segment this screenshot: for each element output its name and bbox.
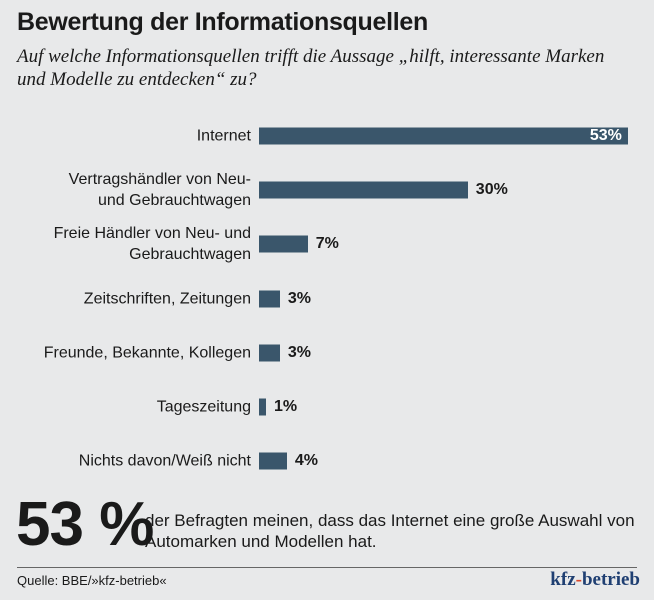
value-label: 1% xyxy=(273,398,298,415)
bar xyxy=(259,235,308,253)
divider xyxy=(17,567,637,568)
category-label: Zeitschriften, Zeitungen xyxy=(83,290,251,308)
value-label: 7% xyxy=(315,235,339,253)
chart-subtitle: Auf welche Informationsquellen trifft di… xyxy=(17,46,605,90)
category-label: Tageszeitung xyxy=(156,398,251,416)
category-label: Vertragshändler von Neu- und Gebrauchtwa… xyxy=(68,171,251,210)
highlight-number: 53 % xyxy=(16,490,154,559)
value-label: 3% xyxy=(287,343,311,361)
source-note: Quelle: BBE/»kfz-betrieb« xyxy=(17,573,167,588)
bar xyxy=(259,452,287,470)
value-label: 4% xyxy=(294,452,318,470)
category-label: Freunde, Bekannte, Kollegen xyxy=(43,344,251,362)
bar xyxy=(259,398,266,416)
bar xyxy=(259,127,628,145)
kfz-betrieb-logo: kfz-betrieb xyxy=(550,569,640,590)
bar xyxy=(259,290,280,308)
category-label: Freie Händler von Neu- und Gebrauchtwage… xyxy=(53,225,251,264)
category-label: Nichts davon/Weiß nicht xyxy=(78,452,251,470)
value-label: 53% xyxy=(589,127,622,144)
bar xyxy=(259,181,468,199)
value-label: 3% xyxy=(287,289,311,307)
highlight-text: der Befragten meinen, dass das Internet … xyxy=(145,511,635,551)
chart-title: Bewertung der Informationsquellen xyxy=(17,8,428,36)
category-label: Internet xyxy=(196,127,251,145)
bar xyxy=(259,344,280,362)
value-label: 30% xyxy=(475,181,508,199)
